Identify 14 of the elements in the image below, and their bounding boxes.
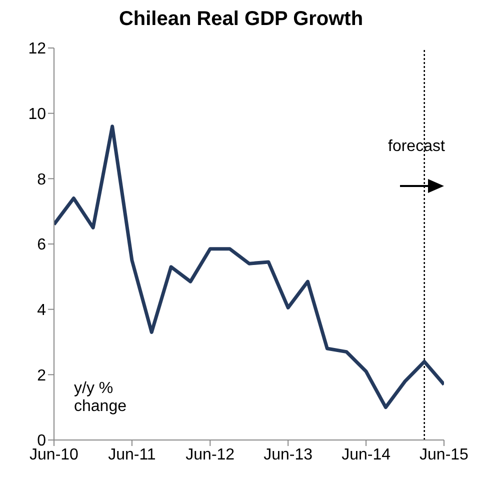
y-tick-label: 6	[37, 236, 46, 254]
y-tick-label: 10	[28, 106, 46, 124]
y-tick-label: 4	[37, 302, 46, 320]
y-tick-label: 8	[37, 171, 46, 188]
y-tick-label: 2	[37, 367, 46, 384]
x-tick-label: Jun-13	[264, 446, 313, 464]
y-axis-title: y/y % change	[74, 380, 128, 416]
x-tick-label: Jun-14	[342, 446, 391, 464]
x-tick-label: Jun-11	[108, 446, 156, 464]
x-tick-label: Jun-12	[186, 446, 235, 464]
chart-title: Chilean Real GDP Growth	[118, 8, 364, 31]
annotation: forecast	[388, 138, 445, 156]
x-tick-label: Jun-15	[420, 446, 469, 464]
y-tick-label: 12	[28, 40, 46, 58]
